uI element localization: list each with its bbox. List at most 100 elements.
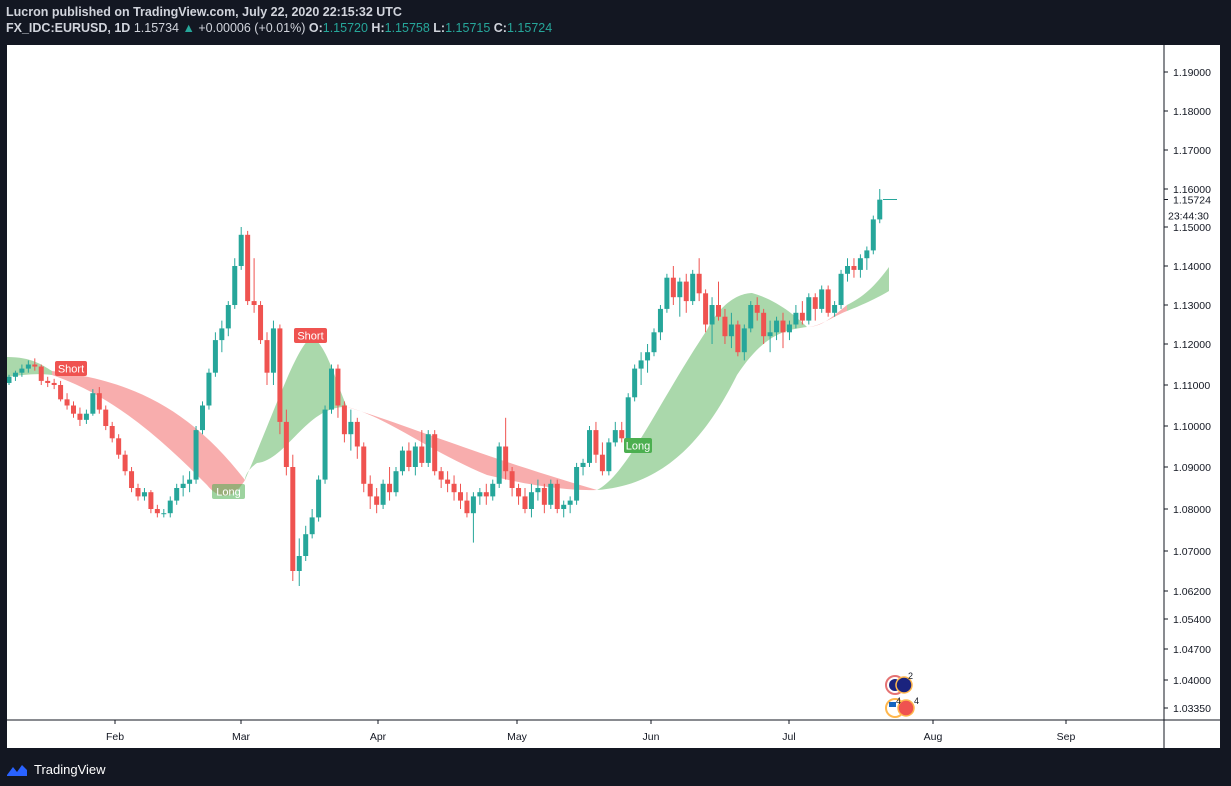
bearish-candle (503, 417, 509, 480)
last-price: 1.15734 (133, 21, 179, 35)
candle-body (806, 297, 812, 321)
bullish-candle (200, 401, 205, 435)
bullish-candle (380, 479, 386, 509)
candle-body (399, 450, 405, 472)
candle-body (141, 492, 147, 497)
candle-body (651, 332, 657, 353)
bearish-candle (703, 289, 709, 333)
bullish-candle (632, 364, 638, 402)
time-tick-label: Feb (106, 731, 124, 743)
bearish-candle (387, 467, 393, 501)
price-tick-label: 1.17000 (1173, 145, 1211, 157)
bullish-candle (574, 462, 580, 505)
candle-body (38, 366, 44, 381)
bullish-candle (25, 360, 31, 373)
bearish-candle (522, 488, 528, 514)
price-chart[interactable]: Short Long Short Long 1.19000 1.18000 1.17000… (7, 45, 1220, 748)
candle-body (458, 492, 463, 501)
bullish-candle (645, 344, 651, 373)
candle-body (180, 483, 186, 488)
bearish-candle (96, 387, 102, 414)
bullish-candle (161, 509, 167, 518)
bullish-candle (141, 488, 147, 501)
bearish-candle (812, 293, 818, 321)
bearish-candle (593, 421, 599, 463)
long-signal-label: Long (624, 438, 652, 453)
bullish-candle (270, 320, 276, 385)
chart-area[interactable]: Short Long Short Long 1.19000 1.18000 1.17000… (7, 45, 1220, 748)
bullish-candle (477, 488, 483, 505)
bearish-candle (754, 297, 760, 321)
time-tick-label: Mar (232, 731, 251, 743)
price-tick-label: 1.04700 (1173, 644, 1211, 656)
time-tick-label: Sep (1057, 731, 1076, 743)
bullish-candle (238, 227, 244, 270)
time-tick-label: Apr (370, 731, 387, 743)
high-label: H: (371, 21, 385, 35)
candle-body (71, 405, 76, 414)
bullish-candle (83, 409, 89, 424)
up-arrow-icon: ▲ (182, 21, 195, 35)
bullish-candle (316, 475, 322, 522)
price-tick-label: 1.09000 (1173, 462, 1211, 474)
time-tick-label: May (507, 731, 528, 743)
candle-body (709, 305, 715, 325)
tradingview-logo-icon (7, 764, 27, 776)
price-tick-label: 1.15000 (1173, 222, 1211, 234)
chart-border (7, 45, 1220, 748)
candle-body (825, 289, 831, 313)
candle-body (270, 328, 276, 373)
candle-body (864, 250, 870, 259)
candle-body (870, 219, 876, 251)
price-tick-label: 1.12000 (1173, 339, 1211, 351)
bullish-candle (877, 189, 883, 224)
candle-body (599, 454, 605, 472)
candle-body (645, 352, 651, 361)
candle-body (316, 479, 322, 518)
countdown-label: 23:44:30 (1168, 210, 1209, 222)
tradingview-logo[interactable]: TradingView (6, 762, 106, 777)
bearish-candle (116, 434, 122, 459)
bullish-candle (677, 277, 683, 317)
candle-body (303, 534, 309, 556)
bullish-candle (690, 269, 696, 305)
candle-body (664, 277, 670, 309)
candle-body (612, 430, 618, 443)
bullish-candle (219, 320, 225, 353)
candle-body (387, 483, 393, 493)
candle-body (129, 471, 135, 488)
candle-body (522, 496, 528, 509)
bearish-candle (432, 430, 438, 476)
bearish-candle (64, 393, 70, 410)
bearish-candle (258, 301, 264, 344)
price-tick-label: 1.16000 (1173, 184, 1211, 196)
candle-body (528, 492, 534, 509)
candle-body (625, 397, 631, 439)
bearish-candle (438, 467, 444, 488)
price-tick-label: 1.06200 (1173, 586, 1211, 598)
eu-flag-icon[interactable]: 2 (885, 671, 913, 695)
bullish-candle (638, 352, 644, 385)
bullish-candle (180, 475, 186, 497)
symbol-label[interactable]: FX_IDC:EURUSD, 1D (6, 21, 131, 35)
candle-body (374, 496, 380, 505)
price-axis[interactable]: 1.19000 1.18000 1.17000 1.16000 1.15000 1.140… (883, 67, 1211, 715)
candle-body (561, 504, 567, 509)
bullish-candle (496, 442, 502, 488)
candle-body (703, 293, 709, 325)
bullish-candle (212, 332, 218, 377)
candle-body (774, 320, 780, 333)
candle-body (838, 273, 844, 305)
bearish-candle (619, 421, 625, 443)
bearish-candle (419, 430, 425, 467)
candle-body (264, 340, 270, 373)
bullish-candle (303, 525, 309, 561)
short-signal-label: Short (55, 361, 87, 376)
bearish-candle (290, 454, 296, 581)
bullish-candle (470, 492, 476, 543)
candle-body (335, 368, 341, 406)
candle-body (309, 517, 315, 535)
time-axis[interactable]: Feb Mar Apr May Jun Jul Aug Sep (106, 720, 1076, 743)
bullish-candle (174, 483, 180, 505)
us-flag-icon[interactable]: 4 4 (885, 696, 919, 718)
